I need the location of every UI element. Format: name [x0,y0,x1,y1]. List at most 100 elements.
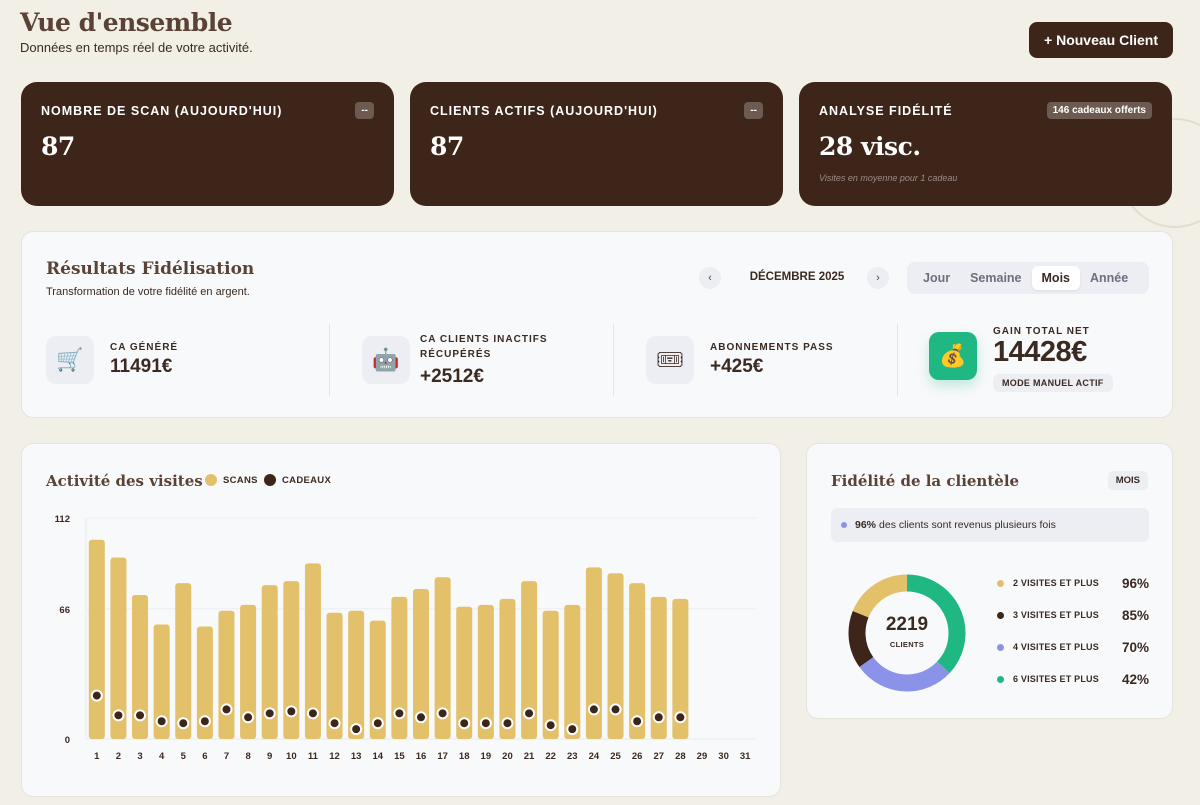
tab-semaine[interactable]: Semaine [970,271,1022,285]
fidelity-row: 6 VISITES ET PLUS 42% [997,670,1149,688]
metric-ca-genere: 🛒 CA GÉNÉRÉ 11491€ [46,324,336,394]
fidelity-label: 4 VISITES ET PLUS [1013,642,1099,652]
metric-value: +2512€ [420,366,484,387]
x-tick-label: 8 [245,751,250,762]
point-cadeaux [544,719,557,732]
fidelity-dot [997,611,1004,619]
fidelity-panel: Fidélité de la clientèle MOIS 96% des cl… [806,443,1173,719]
metric-label-line1: CA CLIENTS INACTIFS [420,334,548,345]
bar-scans [434,577,451,739]
y-tick-label: 0 [65,735,70,746]
fidelity-dot [997,579,1004,587]
metric-value: +425€ [710,356,764,377]
point-cadeaux [652,711,665,724]
chevron-left-icon[interactable]: ‹ [699,267,721,289]
point-cadeaux [436,707,449,720]
tab-annee[interactable]: Année [1090,271,1129,285]
money-bag-icon: 💰 [929,332,977,380]
metric-label-line2: RÉCUPÉRÉS [420,349,492,360]
point-cadeaux [458,717,471,730]
info-dot [841,522,847,528]
x-tick-label: 4 [159,751,165,762]
y-tick-label: 112 [55,514,70,525]
period-badge[interactable]: MOIS [1107,471,1148,490]
point-cadeaux [134,709,147,722]
stat-badge: -- [744,102,763,119]
tab-mois[interactable]: Mois [1031,266,1080,290]
point-cadeaux [393,707,406,720]
divider [329,324,330,396]
bar-scans [132,594,149,739]
legend-swatch-cadeaux [264,474,276,486]
divider [613,324,614,396]
x-tick-label: 19 [481,751,492,762]
point-cadeaux [371,717,384,730]
fidelity-label: 3 VISITES ET PLUS [1013,610,1099,620]
point-cadeaux [198,715,211,728]
metric-value: 11491€ [110,356,173,377]
point-cadeaux [501,717,514,730]
tab-jour[interactable]: Jour [923,271,951,285]
point-cadeaux [523,707,536,720]
metric-gain-total: 💰 GAIN TOTAL NET 14428€ MODE MANUEL ACTI… [929,320,1159,392]
manual-mode-badge: MODE MANUEL ACTIF [993,374,1113,392]
bar-scans [175,583,192,739]
chevron-right-icon[interactable]: › [867,267,889,289]
legend-cadeaux: CADEAUX [264,474,331,486]
x-tick-label: 26 [632,751,643,762]
fidelity-row: 3 VISITES ET PLUS 85% [997,606,1149,624]
stat-card-scans: NOMBRE DE SCAN (AUJOURD'HUI) 87 -- [21,82,394,206]
stat-label: NOMBRE DE SCAN (AUJOURD'HUI) [41,104,283,118]
fidelity-percentage: 96% [1121,575,1149,591]
bar-scans [456,606,473,739]
results-title: Résultats Fidélisation [46,259,255,279]
fidelity-dot [997,643,1004,651]
x-tick-label: 21 [524,751,535,762]
bar-scans [564,604,581,739]
donut-total: 2219 [885,614,929,635]
point-cadeaux [350,723,363,736]
point-cadeaux [479,717,492,730]
fidelity-title: Fidélité de la clientèle [831,472,1020,490]
robot-icon: 🤖 [362,336,410,384]
y-tick-label: 66 [59,605,70,616]
stat-label: CLIENTS ACTIFS (AUJOURD'HUI) [430,104,658,118]
shopping-cart-icon: 🛒 [46,336,94,384]
donut-group [848,574,966,692]
donut-segment [848,574,966,692]
results-panel: Résultats Fidélisation Transformation de… [21,231,1173,418]
gifts-badge: 146 cadeaux offerts [1046,102,1152,119]
period-label: DÉCEMBRE 2025 [749,271,845,283]
stat-badge: -- [355,102,374,119]
x-tick-label: 29 [697,751,708,762]
stat-value: 87 [41,132,75,161]
x-tick-label: 23 [567,751,578,762]
bar-scans [477,604,494,739]
stat-value: 28 visc. [819,132,921,161]
bar-scans [326,612,343,739]
donut-segment [848,574,966,692]
page-title: Vue d'ensemble [20,8,233,37]
bar-scans [391,596,408,739]
bar-scans [153,624,170,739]
gain-value: 14428€ [993,336,1087,368]
x-tick-label: 7 [224,751,229,762]
point-cadeaux [674,711,687,724]
x-tick-label: 13 [351,751,362,762]
period-tabs: Jour Semaine Mois Année [907,262,1149,294]
donut-svg [848,574,966,692]
info-text: des clients sont revenus plusieurs fois [879,519,1056,531]
legend-scans: SCANS [205,474,258,486]
point-cadeaux [415,711,427,724]
x-tick-label: 10 [286,751,297,762]
new-client-button[interactable]: + Nouveau Client [1029,22,1173,58]
results-subtitle: Transformation de votre fidélité en arge… [46,286,250,298]
donut-segment [848,574,966,692]
x-tick-label: 14 [372,751,383,762]
point-cadeaux [155,715,168,728]
bar-scans [629,583,646,739]
x-tick-label: 30 [718,751,729,762]
x-tick-label: 20 [502,751,513,762]
fidelity-label: 6 VISITES ET PLUS [1013,674,1099,684]
